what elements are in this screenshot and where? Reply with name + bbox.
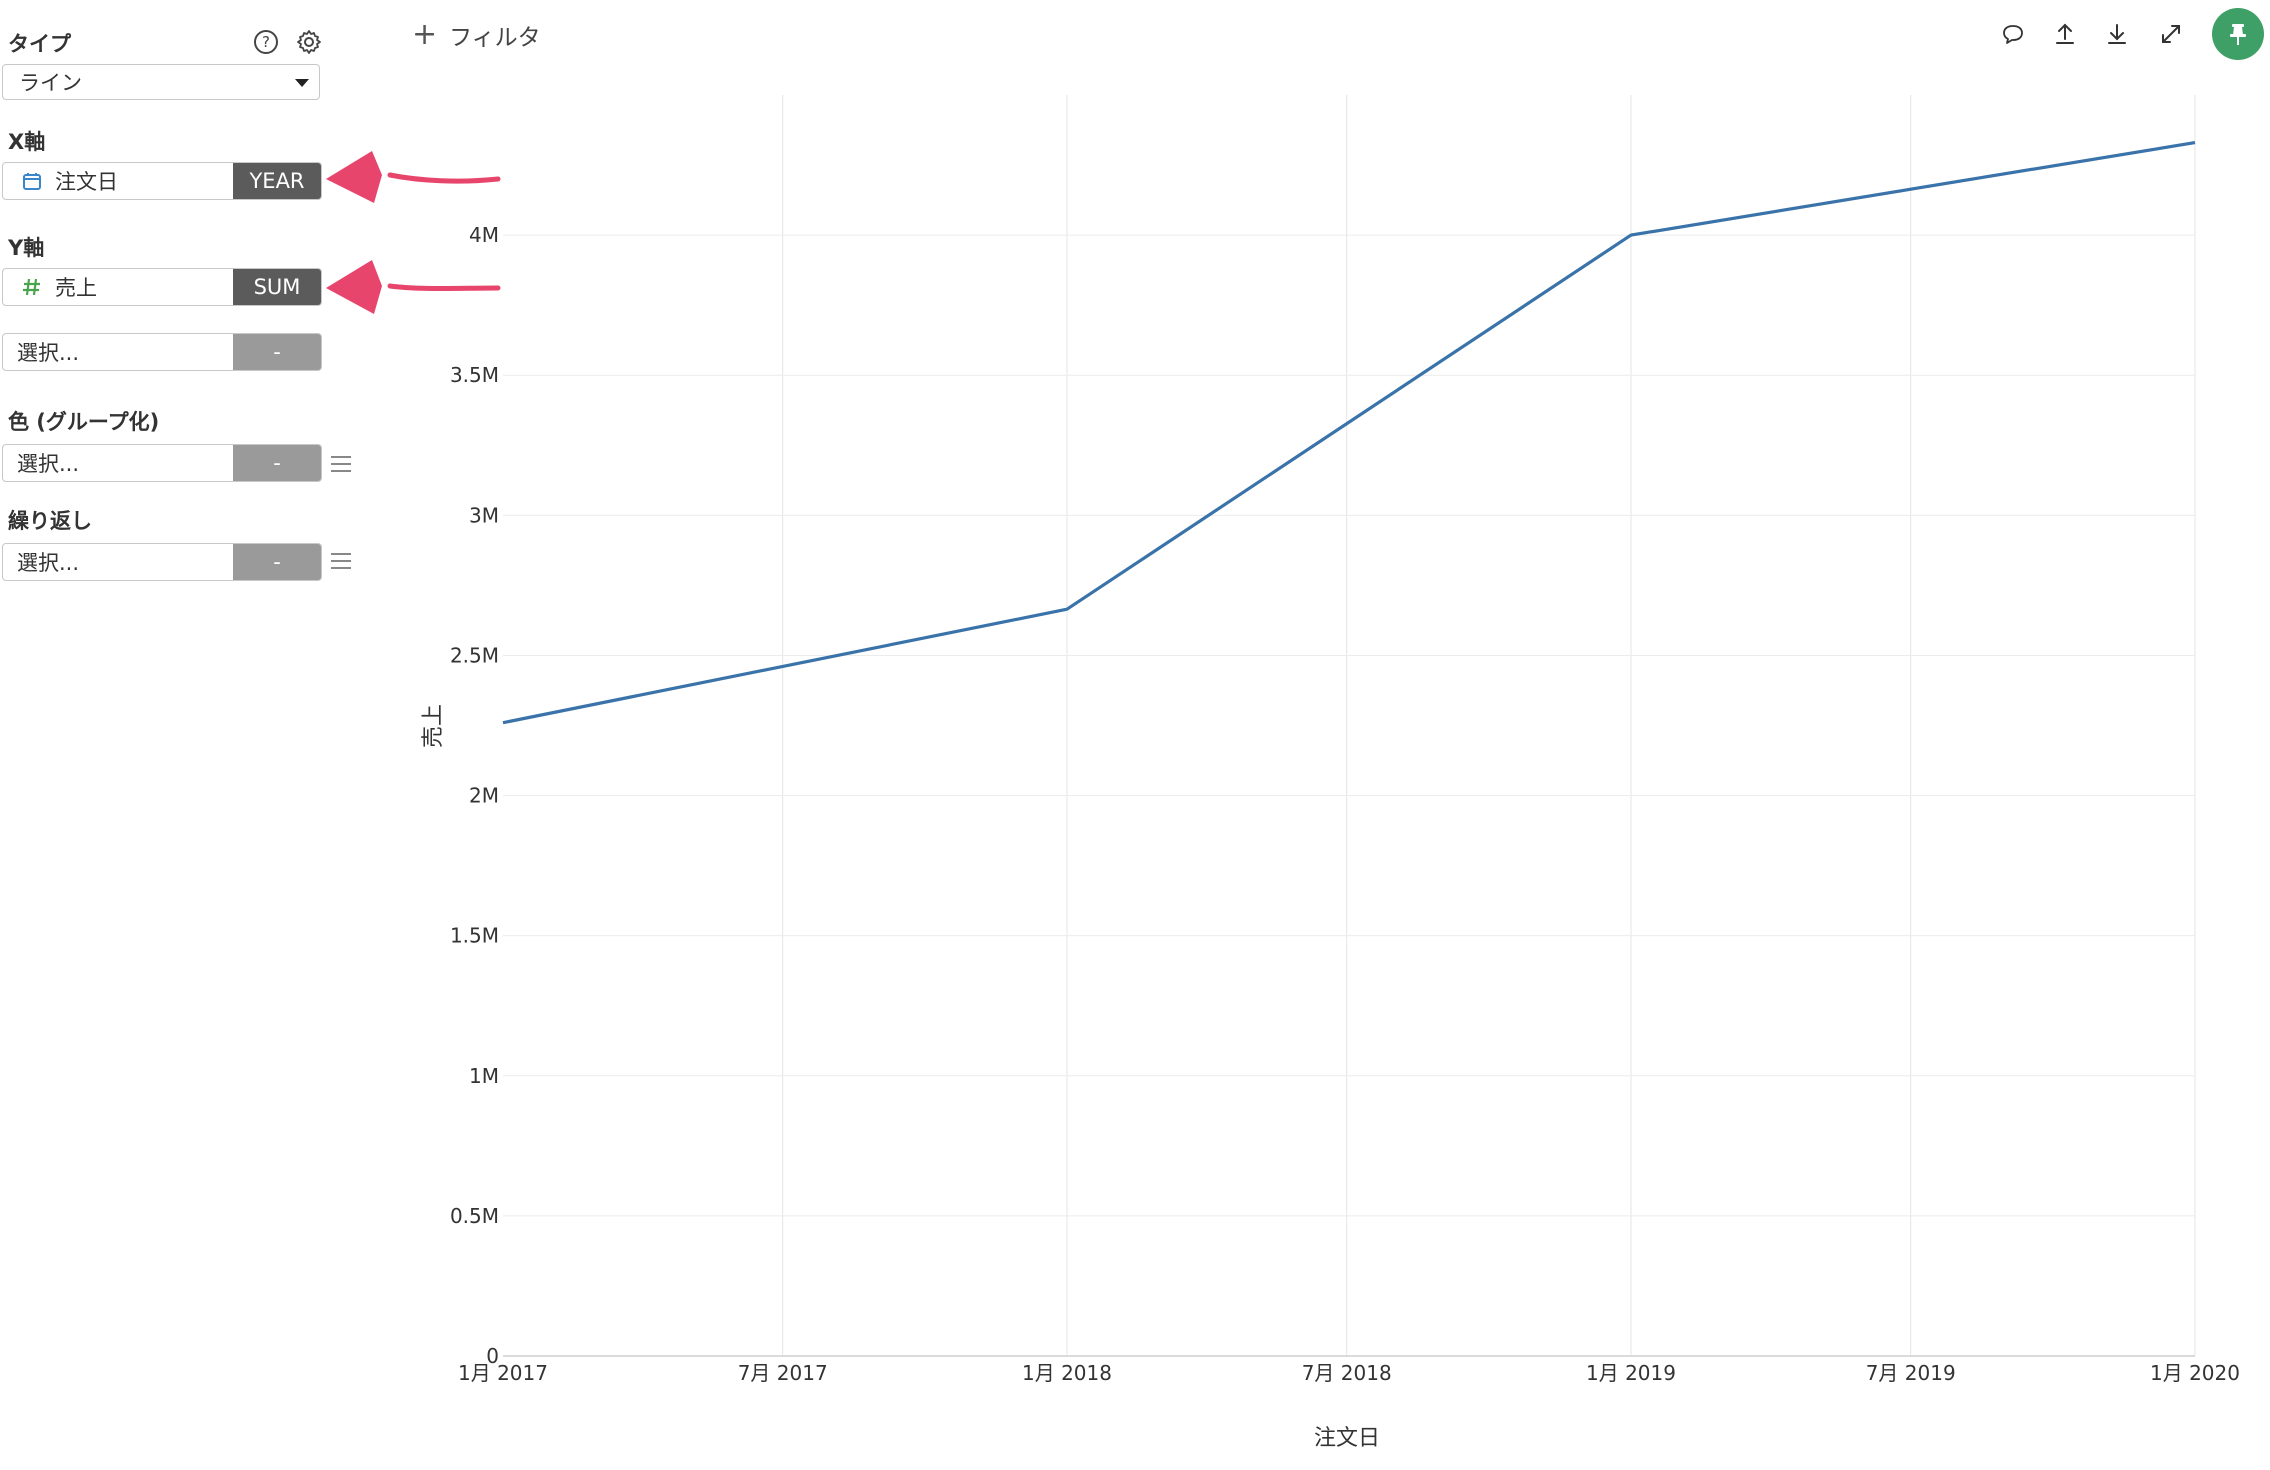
gear-icon[interactable] — [294, 27, 324, 57]
x-tick-label: 7月 2018 — [1302, 1361, 1392, 1385]
y-tick-label: 2M — [469, 784, 499, 808]
upload-icon[interactable] — [2049, 18, 2081, 50]
calendar-icon — [21, 170, 43, 192]
pin-button[interactable] — [2212, 8, 2264, 60]
plus-icon: + — [412, 17, 438, 52]
repeat-menu-icon[interactable] — [331, 553, 351, 571]
repeat-field[interactable]: 選択... - — [2, 543, 322, 581]
color-group-field[interactable]: 選択... - — [2, 444, 322, 482]
chart-config-sidebar: タイプ ? ライン X軸 注文日 YEAR Y軸 売上 SUM 選 — [0, 0, 370, 1470]
x-tick-label: 1月 2017 — [458, 1361, 548, 1385]
x-tick-label: 7月 2017 — [738, 1361, 828, 1385]
y-axis-extra-field[interactable]: 選択... - — [2, 333, 322, 371]
y-tick-label: 3M — [469, 503, 499, 527]
add-filter-button[interactable]: + フィルタ — [412, 18, 541, 52]
y-tick-label: 4M — [469, 223, 499, 247]
type-label: タイプ — [8, 32, 71, 56]
color-group-agg-button[interactable]: - — [233, 445, 321, 481]
y-tick-label: 2.5M — [450, 643, 499, 667]
annotation-arrow-y-axis — [326, 260, 501, 314]
y-tick-label: 0.5M — [450, 1204, 499, 1228]
y-axis-extra-placeholder: 選択... — [17, 341, 80, 365]
x-axis-field-name: 注文日 — [55, 170, 118, 194]
x-tick-label: 1月 2018 — [1022, 1361, 1112, 1385]
y-axis-title: 売上 — [421, 704, 446, 748]
chevron-down-icon — [295, 79, 309, 87]
number-hash-icon — [21, 276, 43, 298]
svg-text:?: ? — [262, 33, 270, 51]
x-tick-label: 1月 2019 — [1586, 1361, 1676, 1385]
y-axis-field-name: 売上 — [55, 276, 97, 300]
y-axis-agg-button[interactable]: SUM — [233, 269, 321, 305]
series-line — [502, 141, 2196, 725]
repeat-placeholder: 選択... — [17, 551, 80, 575]
x-tick-label: 1月 2020 — [2150, 1361, 2240, 1385]
y-axis-extra-agg-button[interactable]: - — [233, 334, 321, 370]
repeat-agg-button[interactable]: - — [233, 544, 321, 580]
y-tick-label: 3.5M — [450, 363, 499, 387]
download-icon[interactable] — [2101, 18, 2133, 50]
y-tick-label: 1.5M — [450, 924, 499, 948]
x-axis-title: 注文日 — [1314, 1426, 1380, 1451]
x-axis-label: X軸 — [8, 130, 46, 154]
pin-icon — [2230, 24, 2246, 45]
y-tick-label: 0 — [486, 1344, 499, 1368]
expand-icon[interactable] — [2155, 18, 2187, 50]
color-group-label: 色 (グループ化) — [8, 410, 160, 434]
x-tick-label: 7月 2019 — [1866, 1361, 1956, 1385]
repeat-label: 繰り返し — [8, 509, 92, 533]
x-axis-agg-button[interactable]: YEAR — [233, 163, 321, 199]
annotation-arrow-x-axis — [326, 151, 501, 203]
color-group-placeholder: 選択... — [17, 452, 80, 476]
y-axis-field[interactable]: 売上 SUM — [2, 268, 322, 306]
y-axis-label: Y軸 — [8, 236, 45, 260]
x-axis-field[interactable]: 注文日 YEAR — [2, 162, 322, 200]
comment-icon[interactable] — [1997, 18, 2029, 50]
y-tick-label: 1M — [469, 1064, 499, 1088]
filter-label: フィルタ — [449, 25, 541, 51]
color-group-menu-icon[interactable] — [331, 456, 351, 474]
help-icon[interactable]: ? — [251, 27, 281, 57]
chart-type-value: ライン — [19, 71, 82, 95]
chart-type-select[interactable]: ライン — [2, 64, 320, 100]
